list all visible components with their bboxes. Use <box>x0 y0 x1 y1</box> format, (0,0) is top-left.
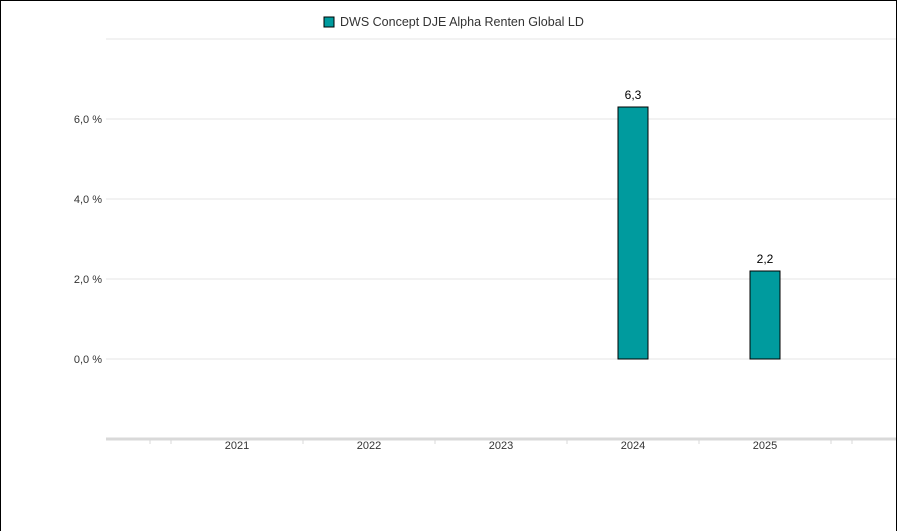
legend-label: DWS Concept DJE Alpha Renten Global LD <box>340 15 584 29</box>
x-tick-label: 2025 <box>753 440 777 452</box>
data-label: 2,2 <box>757 252 774 266</box>
x-axis: 2021 2022 2023 2024 2025 <box>106 437 896 452</box>
y-tick-label: 2,0 % <box>74 274 102 286</box>
bar <box>617 106 649 360</box>
x-tick-label: 2021 <box>225 440 249 452</box>
y-tick-label: 4,0 % <box>74 194 102 206</box>
bar <box>749 270 781 360</box>
y-axis: 0,0 % 2,0 % 4,0 % 6,0 % <box>74 114 102 366</box>
bars <box>617 106 781 360</box>
x-tick-label: 2023 <box>489 440 513 452</box>
legend-swatch <box>323 16 335 28</box>
x-tick-label: 2022 <box>357 440 381 452</box>
x-tick-label: 2024 <box>621 440 645 452</box>
data-labels: 6,3 2,2 <box>625 88 774 266</box>
legend[interactable]: DWS Concept DJE Alpha Renten Global LD <box>323 15 584 29</box>
y-tick-label: 6,0 % <box>74 114 102 126</box>
data-label: 6,3 <box>625 88 642 102</box>
y-tick-label: 0,0 % <box>74 354 102 366</box>
